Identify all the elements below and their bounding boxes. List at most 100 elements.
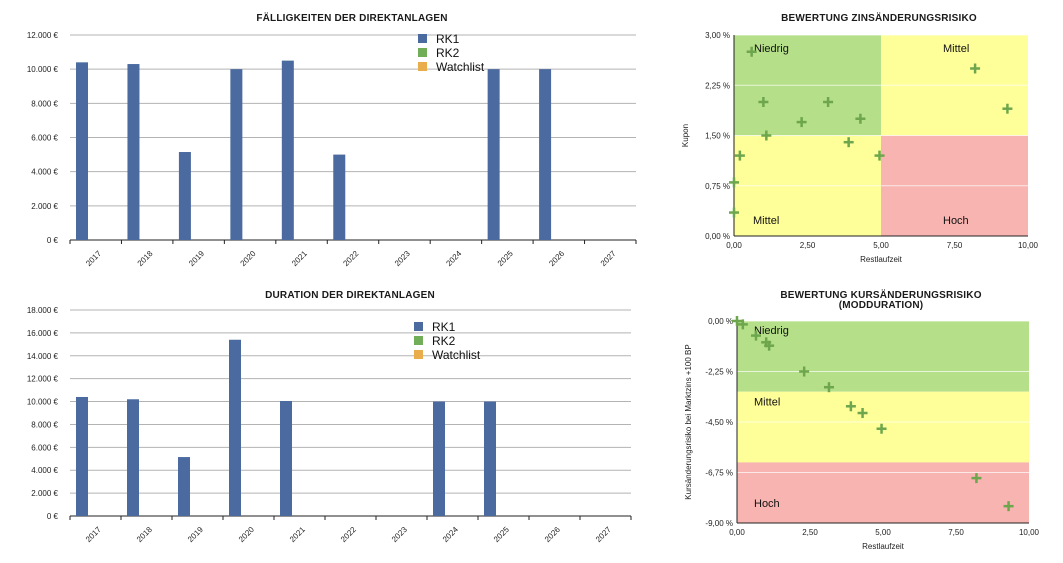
scatter-chart-4: BEWERTUNG KURSÄNDERUNGSRISIKO(MODDURATIO… (684, 288, 1040, 551)
bar-rk1-2017[interactable] (76, 396, 88, 516)
data-point[interactable] (737, 319, 748, 330)
y-tick-label: 6.000 € (31, 443, 58, 452)
x-tick-label: 2019 (186, 525, 205, 544)
bar-rk1-2021[interactable] (280, 400, 292, 516)
data-point[interactable] (876, 423, 887, 434)
zone-label-mittel: Mittel (943, 43, 969, 55)
legend-label-rk2: RK2 (436, 46, 460, 60)
x-tick-label: 2020 (237, 525, 256, 544)
bar-rk1-2020[interactable] (230, 69, 243, 241)
x-tick-label: 2017 (84, 249, 103, 268)
x-tick-label: 2024 (444, 249, 463, 268)
zone-label-niedrig: Niedrig (754, 43, 789, 55)
x-axis-title: Restlaufzeit (860, 255, 903, 264)
x-tick-label: 2020 (239, 249, 258, 268)
y-tick-label: 10.000 € (27, 398, 59, 407)
bar-rk1-2019[interactable] (178, 152, 191, 240)
x-tick-label: 7,50 (947, 241, 963, 250)
y-tick-label: 6.000 € (31, 134, 58, 143)
x-tick-label: 2026 (547, 249, 566, 268)
data-point[interactable] (845, 401, 856, 412)
x-tick-label: 2026 (543, 525, 562, 544)
legend-label-watchlist: Watchlist (436, 60, 485, 74)
data-point[interactable] (970, 63, 981, 74)
x-tick-label: 2027 (594, 525, 613, 544)
x-tick-label: 10,00 (1018, 241, 1039, 250)
data-point[interactable] (796, 117, 807, 128)
legend-swatch-rk1 (414, 322, 423, 331)
data-point[interactable] (746, 46, 757, 57)
y-axis-title: Kupon (681, 124, 690, 147)
data-point[interactable] (1002, 103, 1013, 114)
x-tick-label: 2018 (136, 249, 155, 268)
bar-rk1-2018[interactable] (127, 64, 140, 241)
y-tick-label: 10.000 € (27, 65, 59, 74)
data-point[interactable] (750, 330, 761, 341)
data-point[interactable] (823, 97, 834, 107)
bar-rk1-2022[interactable] (333, 154, 346, 240)
chart-title: BEWERTUNG ZINSÄNDERUNGSRISIKO (781, 11, 977, 24)
legend-swatch-watchlist (418, 62, 427, 71)
bar-rk1-2020[interactable] (229, 339, 241, 516)
x-tick-label: 7,50 (948, 528, 964, 537)
data-point[interactable] (799, 366, 810, 377)
y-tick-label: 0 € (47, 236, 59, 245)
data-point[interactable] (874, 150, 885, 161)
data-point[interactable] (857, 408, 868, 419)
y-tick-label: -2,25 % (705, 368, 733, 377)
y-tick-label: 0,00 % (705, 232, 730, 241)
zone-label-niedrig: Niedrig (754, 325, 789, 337)
y-tick-label: 0 € (47, 512, 59, 521)
chart-title: BEWERTUNG KURSÄNDERUNGSRISIKO (780, 288, 981, 301)
x-tick-label: 2023 (393, 249, 412, 268)
x-tick-label: 10,00 (1019, 528, 1040, 537)
y-axis-title: Kursänderungsrisiko bei Marktzins +100 B… (684, 344, 693, 499)
x-tick-label: 0,00 (726, 241, 742, 250)
data-point[interactable] (758, 97, 769, 107)
scatter-chart-2: BEWERTUNG ZINSÄNDERUNGSRISIKO Niedrig Mitt… (681, 11, 1039, 264)
bar-rk1-2024[interactable] (433, 401, 445, 516)
data-point[interactable] (843, 137, 854, 148)
y-tick-label: 12.000 € (27, 31, 59, 40)
data-point[interactable] (971, 473, 982, 484)
x-tick-label: 2022 (339, 525, 358, 544)
zone-hoch (737, 462, 1029, 523)
data-point[interactable] (734, 150, 745, 161)
x-tick-label: 2017 (84, 525, 103, 544)
y-tick-label: 4.000 € (31, 466, 58, 475)
y-tick-label: -6,75 % (705, 469, 733, 478)
y-tick-label: 2.000 € (31, 489, 58, 498)
bar-rk1-2018[interactable] (127, 399, 139, 516)
data-point[interactable] (1003, 501, 1014, 512)
x-tick-label: 5,00 (875, 528, 891, 537)
y-tick-label: 0,00 % (708, 317, 733, 326)
bar-rk1-2025[interactable] (484, 401, 496, 516)
bar-rk1-2017[interactable] (76, 62, 88, 241)
bar-rk1-2026[interactable] (539, 69, 552, 241)
x-tick-label: 2,50 (800, 241, 816, 250)
x-tick-label: 2021 (288, 525, 307, 544)
x-tick-label: 2021 (290, 249, 309, 268)
y-tick-label: 12.000 € (27, 375, 59, 384)
data-point[interactable] (729, 177, 739, 188)
x-tick-label: 2022 (341, 249, 360, 268)
y-tick-label: 3,00 % (705, 31, 730, 40)
legend-swatch-rk2 (418, 48, 427, 57)
data-point[interactable] (855, 113, 866, 124)
x-tick-label: 2,50 (802, 528, 818, 537)
data-point[interactable] (732, 316, 742, 326)
x-tick-label: 5,00 (873, 241, 889, 250)
x-tick-label: 2024 (441, 525, 460, 544)
data-point[interactable] (729, 207, 739, 218)
bar-rk1-2021[interactable] (281, 60, 294, 240)
bar-rk1-2019[interactable] (178, 457, 190, 516)
legend-label-watchlist: Watchlist (432, 348, 481, 362)
data-point[interactable] (764, 340, 775, 351)
data-point[interactable] (761, 130, 772, 141)
data-point[interactable] (823, 382, 834, 393)
x-tick-label: 2025 (496, 249, 515, 268)
y-tick-label: 4.000 € (31, 168, 58, 177)
bar-rk1-2025[interactable] (487, 69, 500, 241)
zone-label-hoch: Hoch (943, 215, 969, 227)
legend-swatch-watchlist (414, 350, 423, 359)
